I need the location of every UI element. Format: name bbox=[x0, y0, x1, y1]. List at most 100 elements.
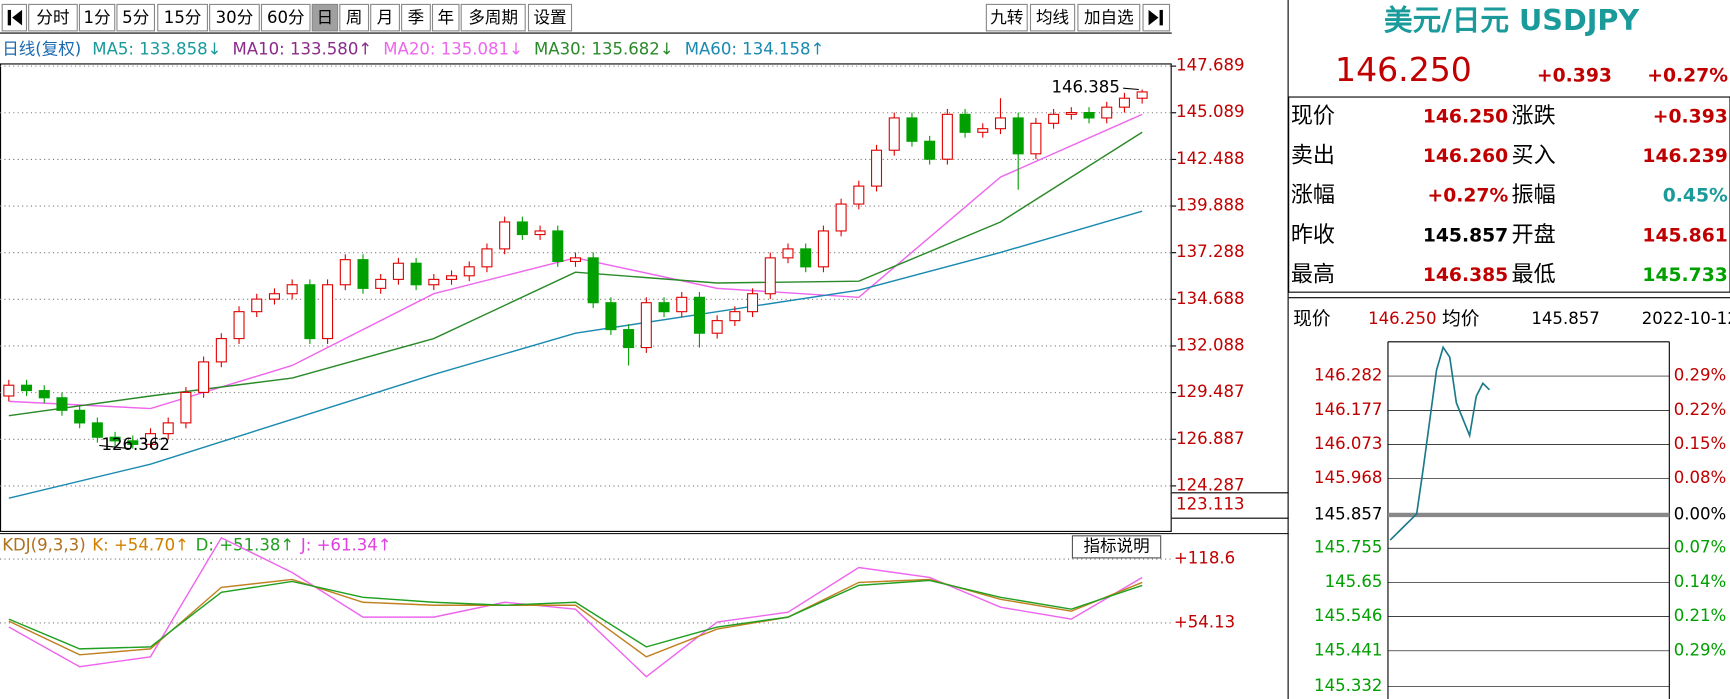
field-label: 振幅 bbox=[1512, 183, 1556, 208]
toolbar-label[interactable]: 设置 bbox=[533, 8, 566, 27]
field-label: 最高 bbox=[1291, 263, 1335, 288]
toolbar-button[interactable] bbox=[157, 3, 208, 32]
toolbar-button[interactable] bbox=[527, 3, 573, 32]
toolbar-button[interactable] bbox=[460, 3, 526, 32]
candle-body bbox=[658, 302, 670, 313]
pct-label: 0.21% bbox=[1674, 606, 1727, 625]
candle-body bbox=[410, 262, 422, 286]
field-value: 145.861 bbox=[1642, 225, 1727, 246]
field-value: 146.260 bbox=[1423, 146, 1508, 167]
candle-body bbox=[605, 302, 617, 331]
pct-label: 0.22% bbox=[1674, 400, 1727, 419]
toolbar-label[interactable]: 年 bbox=[437, 8, 454, 27]
candle-body bbox=[198, 361, 210, 393]
candle-body bbox=[516, 221, 528, 236]
candle-body bbox=[91, 422, 103, 438]
candle-body bbox=[1101, 106, 1113, 119]
toolbar-button[interactable] bbox=[311, 3, 339, 32]
toolbar-button[interactable] bbox=[370, 3, 400, 32]
candle-body bbox=[304, 284, 316, 340]
last-icon[interactable] bbox=[1142, 3, 1171, 32]
y-tick-label: 145.65 bbox=[1325, 572, 1383, 591]
toolbar-label[interactable]: 月 bbox=[377, 8, 394, 27]
candle-body bbox=[782, 248, 794, 259]
ma-line bbox=[8, 131, 1143, 417]
candle-body bbox=[587, 257, 599, 304]
toolbar-button[interactable] bbox=[1077, 3, 1141, 32]
ma-value: MA5: 133.858↓ bbox=[92, 39, 221, 58]
field-label: 涨幅 bbox=[1291, 183, 1335, 208]
first-icon[interactable] bbox=[1, 3, 28, 32]
toolbar-label[interactable]: 季 bbox=[408, 8, 425, 27]
field-value: 145.733 bbox=[1642, 265, 1727, 286]
toolbar-button[interactable] bbox=[339, 3, 370, 32]
candle-body bbox=[994, 117, 1007, 130]
toolbar-label[interactable]: 日 bbox=[317, 8, 334, 27]
icon-arrow bbox=[1148, 9, 1159, 26]
candle-body bbox=[871, 149, 883, 187]
field-label: 涨跌 bbox=[1512, 104, 1556, 129]
candle-body bbox=[127, 440, 139, 445]
icon-arrow bbox=[12, 9, 23, 26]
candle-body bbox=[1048, 113, 1060, 124]
low-arrow bbox=[99, 444, 131, 450]
toolbar-button[interactable] bbox=[28, 3, 78, 32]
toolbar-label[interactable]: 九转 bbox=[990, 8, 1023, 27]
toolbar-button[interactable] bbox=[431, 3, 460, 32]
toolbar-label[interactable]: 30分 bbox=[216, 8, 254, 27]
toolbar-button[interactable] bbox=[116, 3, 156, 32]
toolbar-button[interactable] bbox=[401, 3, 431, 32]
toolbar-label[interactable]: 均线 bbox=[1036, 8, 1069, 27]
pct-label: 0.14% bbox=[1674, 572, 1727, 591]
toolbar-label[interactable]: 60分 bbox=[267, 8, 305, 27]
indicator-button[interactable] bbox=[1071, 535, 1162, 559]
field-value: 146.250 bbox=[1423, 106, 1508, 127]
y-tick-label: 146.073 bbox=[1314, 434, 1382, 453]
y-tick-label: 139.888 bbox=[1176, 196, 1244, 215]
field-label: 最低 bbox=[1512, 263, 1556, 288]
candle-body bbox=[747, 293, 759, 313]
toolbar-label[interactable]: 1分 bbox=[84, 8, 111, 27]
field-label: 买入 bbox=[1512, 144, 1556, 169]
toolbar-label[interactable]: 分时 bbox=[36, 8, 69, 27]
icon-bar bbox=[1159, 9, 1163, 26]
toolbar-label[interactable]: 加自选 bbox=[1084, 8, 1134, 27]
candle-body bbox=[1118, 97, 1130, 108]
toolbar-button[interactable] bbox=[1029, 3, 1076, 32]
toolbar-button[interactable] bbox=[209, 3, 260, 32]
kdj-header-item: J: +61.34↑ bbox=[300, 535, 392, 554]
y-tick-label: 145.968 bbox=[1314, 468, 1382, 487]
candle-body bbox=[853, 185, 865, 205]
pct-label: 0.15% bbox=[1674, 434, 1727, 453]
toolbar-button[interactable] bbox=[78, 3, 116, 32]
intraday-line bbox=[1389, 345, 1491, 541]
y-tick-label: 129.487 bbox=[1176, 382, 1244, 401]
high-annotation: 146.385 bbox=[1051, 78, 1119, 97]
ma-line bbox=[8, 210, 1143, 499]
candle-body bbox=[392, 262, 404, 280]
candle-body bbox=[1083, 112, 1095, 119]
toolbar-button[interactable] bbox=[985, 3, 1028, 32]
toolbar-label[interactable]: 多周期 bbox=[468, 8, 518, 27]
toolbar-button[interactable] bbox=[260, 3, 311, 32]
candle-body bbox=[941, 113, 953, 160]
toolbar-label[interactable]: 周 bbox=[346, 8, 363, 27]
candle-body bbox=[38, 390, 50, 399]
indicator-button-label[interactable]: 指标说明 bbox=[1083, 536, 1149, 555]
candle-body bbox=[251, 298, 263, 313]
y-tick-label: 126.887 bbox=[1176, 429, 1244, 448]
quote-change-pct: +0.27% bbox=[1647, 66, 1728, 87]
main-frame bbox=[0, 63, 1172, 532]
marker-tick-label: 123.113 bbox=[1176, 494, 1244, 513]
field-value: 145.857 bbox=[1423, 225, 1508, 246]
y-tick-label: 145.332 bbox=[1314, 676, 1382, 695]
candle-body bbox=[1012, 117, 1024, 155]
kdj-header-item: K: +54.70↑ bbox=[92, 535, 189, 554]
candle-body bbox=[463, 266, 475, 277]
y-tick-label: 145.441 bbox=[1314, 640, 1382, 659]
toolbar-label[interactable]: 5分 bbox=[122, 8, 149, 27]
toolbar-label[interactable]: 15分 bbox=[164, 8, 202, 27]
quote-table bbox=[1288, 96, 1730, 293]
